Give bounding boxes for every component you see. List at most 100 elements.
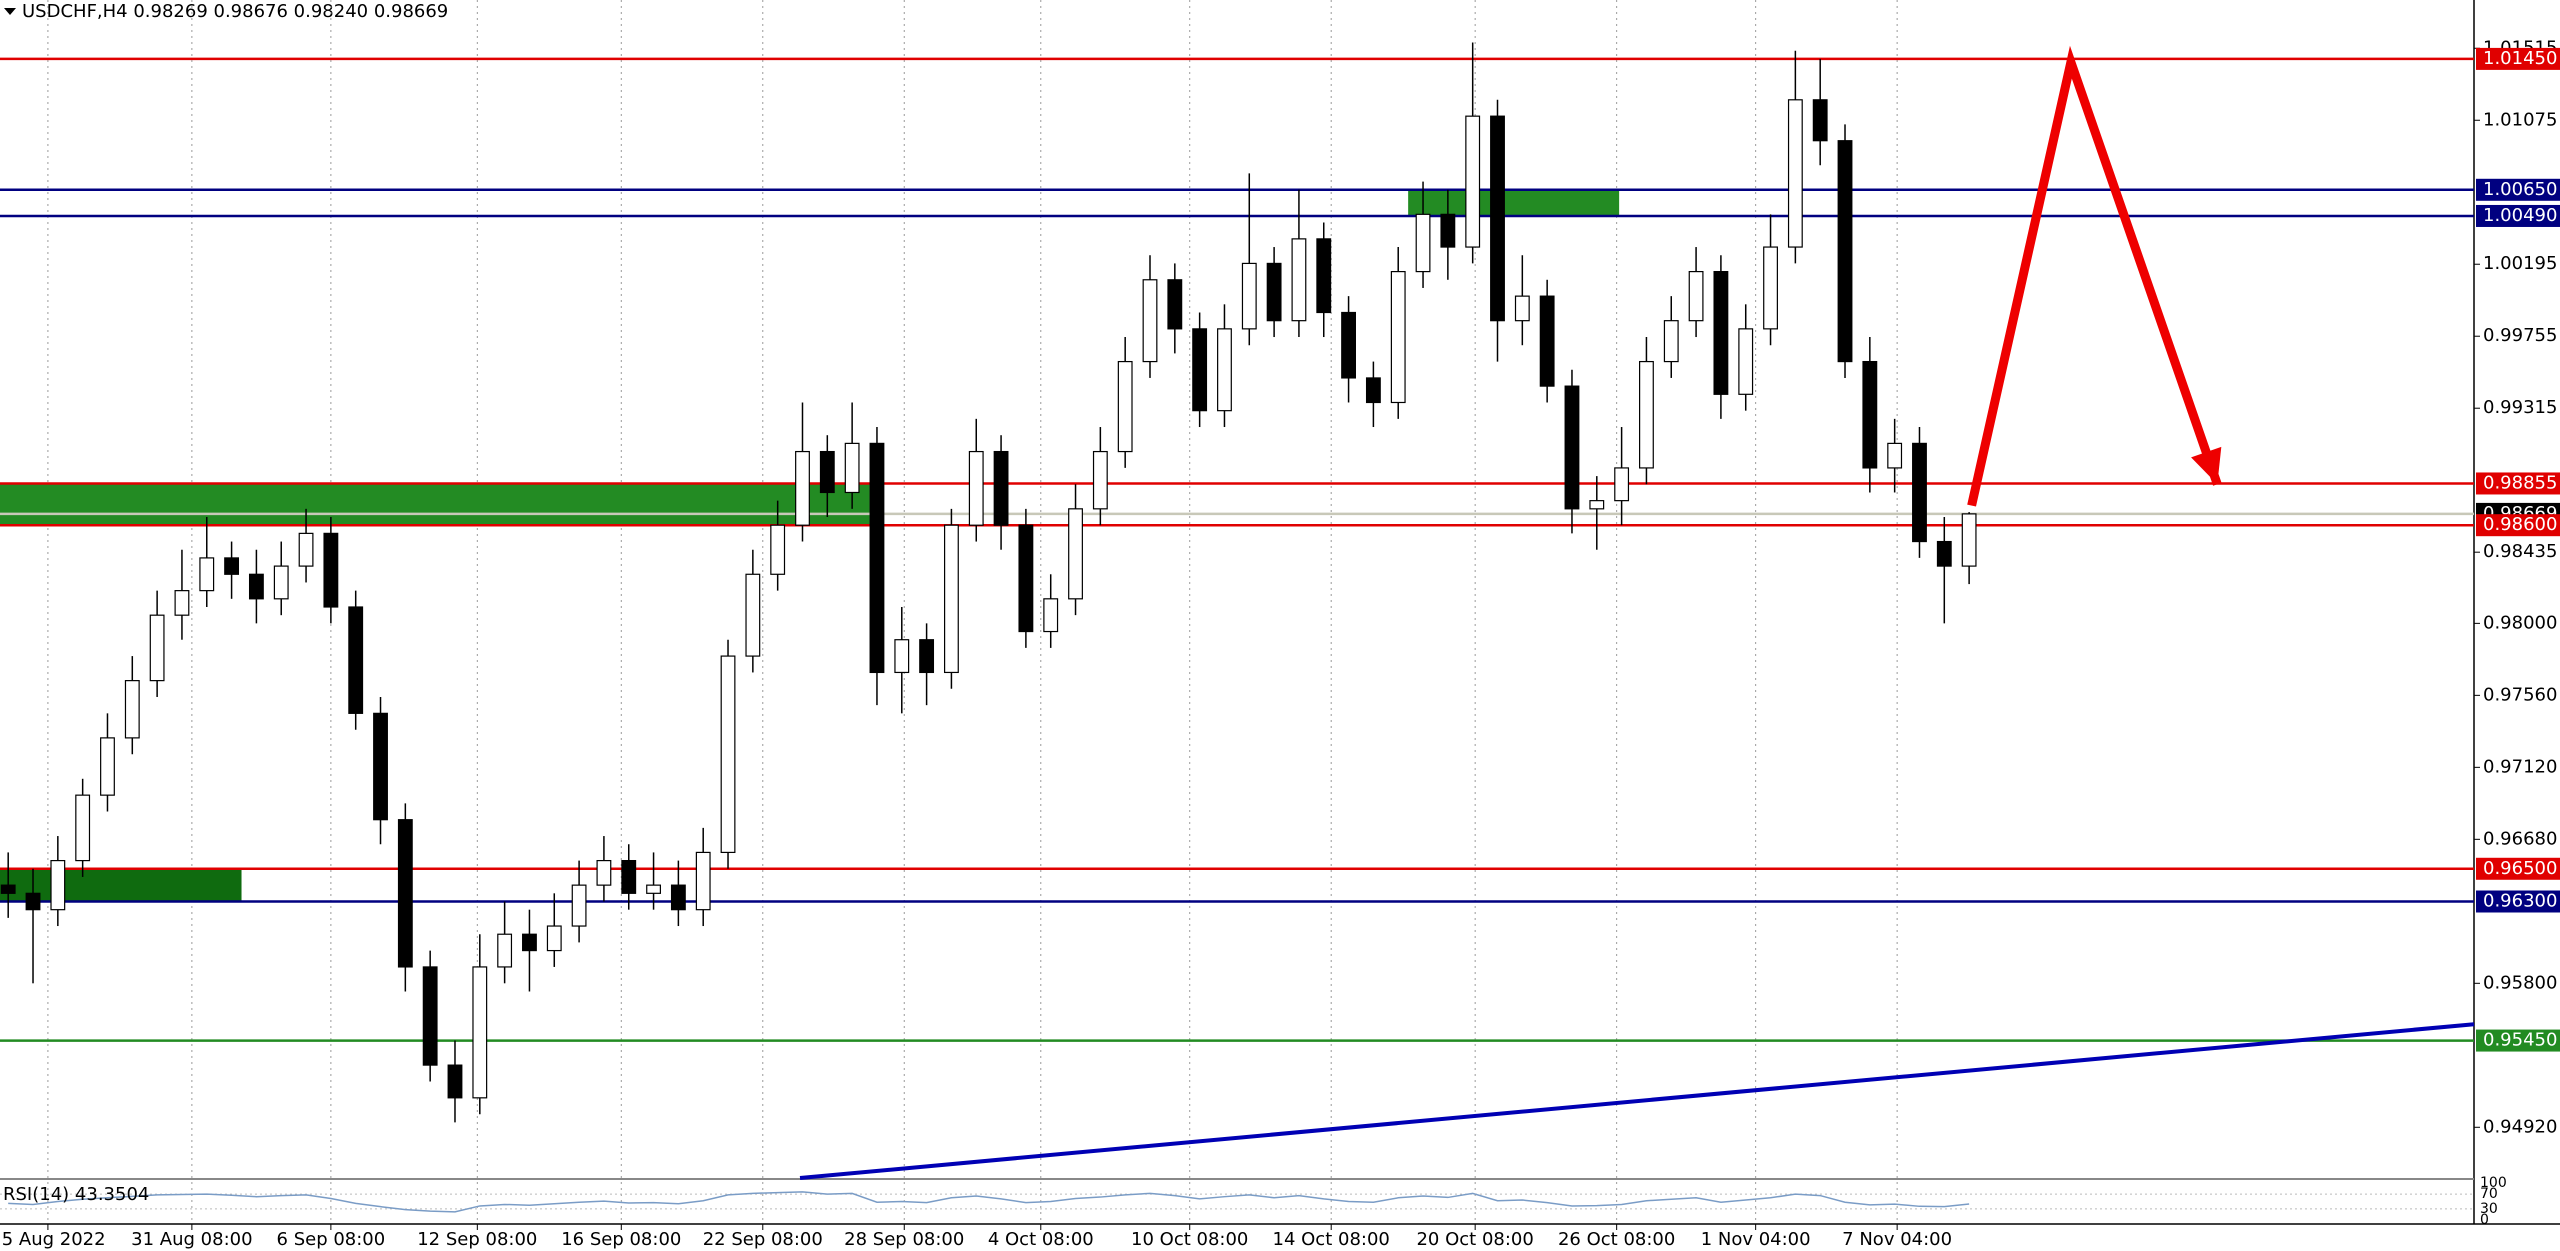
candle-body xyxy=(1291,238,1307,322)
y-tick-label: 1.01075 xyxy=(2483,109,2557,130)
zone xyxy=(0,483,870,526)
arrow-line xyxy=(1967,45,2222,507)
candle-body xyxy=(1713,270,1729,395)
candle-body xyxy=(1539,295,1555,387)
x-tick-label: 10 Oct 08:00 xyxy=(1131,1229,1248,1250)
rsi-line xyxy=(8,1191,1970,1213)
candle-body xyxy=(1018,524,1034,633)
candle-body xyxy=(1241,262,1257,330)
x-tick-label: 6 Sep 08:00 xyxy=(277,1229,386,1250)
candle-body xyxy=(1440,213,1456,248)
candle-body xyxy=(298,532,314,567)
y-tick-label: 0.98000 xyxy=(2483,612,2557,633)
candle-body xyxy=(1117,360,1133,453)
candle-body xyxy=(1490,115,1505,322)
x-tick-label: 28 Sep 08:00 xyxy=(844,1229,964,1250)
candle-body xyxy=(1738,328,1754,395)
rsi-tick-label: 30 xyxy=(2480,1201,2498,1217)
candle-body xyxy=(795,450,810,526)
candle-body xyxy=(993,450,1009,526)
level-label-box xyxy=(2476,857,2560,880)
arrow-head xyxy=(2191,446,2222,485)
candle-body xyxy=(869,442,885,674)
level-label-box xyxy=(2476,1029,2560,1052)
candle-body xyxy=(397,819,413,968)
x-tick-label: 12 Sep 08:00 xyxy=(417,1229,537,1250)
level-label: 0.98855 xyxy=(2483,472,2557,493)
y-tick-label: 0.94920 xyxy=(2483,1116,2557,1137)
x-tick-label: 22 Sep 08:00 xyxy=(703,1229,823,1250)
level-label: 1.00650 xyxy=(2483,179,2557,200)
candle-body xyxy=(0,884,16,894)
candle-body xyxy=(25,892,41,911)
candle-body xyxy=(844,442,860,494)
candle-body xyxy=(124,680,140,739)
candle-body xyxy=(894,639,910,674)
candle-body xyxy=(571,884,587,927)
candle-body xyxy=(1887,442,1903,469)
candle-body xyxy=(323,532,339,608)
candle-body xyxy=(1092,450,1108,510)
candle-body xyxy=(1142,279,1158,363)
x-tick-label: 7 Nov 04:00 xyxy=(1842,1229,1952,1250)
candle-body xyxy=(1465,115,1481,248)
x-tick-label: 26 Oct 08:00 xyxy=(1558,1229,1675,1250)
candle-body xyxy=(373,712,388,821)
candle-body xyxy=(670,884,686,911)
candle-body xyxy=(819,450,835,494)
candle-body xyxy=(1217,328,1232,412)
candle-body xyxy=(1912,442,1927,543)
candle-body xyxy=(695,851,711,911)
candle-body xyxy=(919,639,935,674)
rsi-label: RSI(14) 43.3504 xyxy=(3,1184,149,1205)
candle-body xyxy=(1862,360,1878,469)
level-label-box xyxy=(2476,178,2560,201)
candle-body xyxy=(472,966,488,1099)
candle-body xyxy=(1936,540,1952,567)
candle-body xyxy=(1341,311,1357,379)
x-tick-label: 14 Oct 08:00 xyxy=(1273,1229,1390,1250)
candle-body xyxy=(1837,140,1853,363)
candle-body xyxy=(1043,598,1059,633)
candle-body xyxy=(1564,385,1580,510)
candle-body xyxy=(943,524,959,674)
rsi-tick-label: 0 xyxy=(2480,1212,2489,1228)
x-tick-label: 31 Aug 08:00 xyxy=(131,1229,252,1250)
candle-body xyxy=(1614,467,1630,502)
candle-body xyxy=(50,859,66,911)
candle-body xyxy=(1167,279,1183,330)
candle-body xyxy=(1688,270,1704,322)
candle-body xyxy=(596,859,612,886)
level-label: 0.96300 xyxy=(2483,890,2557,911)
candle-body xyxy=(621,859,637,894)
candle-body xyxy=(1763,246,1778,330)
candle-body xyxy=(646,884,661,894)
candle-body xyxy=(522,933,537,952)
level-label-box xyxy=(2476,204,2560,227)
candle-body xyxy=(1787,99,1803,248)
level-label-box xyxy=(2476,47,2560,70)
rsi-tick-label: 70 xyxy=(2480,1186,2498,1202)
candle-body xyxy=(273,565,289,600)
level-label-box xyxy=(2476,890,2560,913)
candle-body xyxy=(1663,320,1679,363)
candle-body xyxy=(1812,99,1828,142)
y-tick-label: 0.99755 xyxy=(2483,325,2557,346)
candle-body xyxy=(1589,500,1605,510)
y-tick-label: 0.95800 xyxy=(2483,972,2557,993)
candle-body xyxy=(100,737,115,796)
rsi-tick-label: 100 xyxy=(2480,1175,2507,1191)
candle-body xyxy=(174,590,190,616)
level-label-box xyxy=(2476,472,2560,495)
candle-body xyxy=(224,557,240,575)
candle-body xyxy=(1639,360,1654,469)
candle-body xyxy=(546,925,562,952)
candle-body xyxy=(745,573,761,657)
candle-body xyxy=(447,1064,463,1099)
x-tick-label: 16 Sep 08:00 xyxy=(561,1229,681,1250)
candle-body xyxy=(1316,238,1332,314)
candle-body xyxy=(348,606,364,714)
candle-body xyxy=(1365,377,1381,404)
